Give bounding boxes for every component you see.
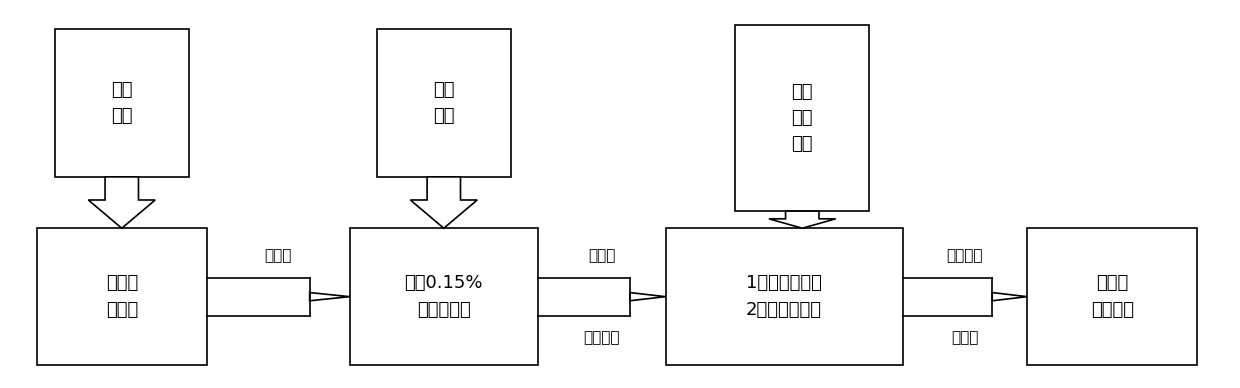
Bar xyxy=(350,228,538,365)
Bar xyxy=(55,29,188,177)
Polygon shape xyxy=(88,177,155,228)
Bar xyxy=(735,25,869,211)
Bar xyxy=(37,228,207,365)
Text: 校准
专用: 校准 专用 xyxy=(433,81,455,125)
Polygon shape xyxy=(410,177,477,228)
Bar xyxy=(1027,228,1197,365)
Text: 保持
试车
状态: 保持 试车 状态 xyxy=(791,83,813,153)
Text: 压力
调节: 压力 调节 xyxy=(112,81,133,125)
Text: 推进剂
主容器: 推进剂 主容器 xyxy=(105,274,138,319)
Polygon shape xyxy=(310,293,350,301)
Text: 泵前管路: 泵前管路 xyxy=(946,248,983,263)
Text: 主管路: 主管路 xyxy=(588,248,615,263)
Bar xyxy=(666,228,903,365)
Text: 波纹管: 波纹管 xyxy=(951,330,978,345)
Polygon shape xyxy=(769,211,836,228)
Text: 冷调校准: 冷调校准 xyxy=(584,330,620,345)
Text: 推进剂
回收容器: 推进剂 回收容器 xyxy=(1091,274,1133,319)
Polygon shape xyxy=(992,293,1027,301)
Text: 精度0.15%
质量流量计: 精度0.15% 质量流量计 xyxy=(404,274,484,319)
Text: 主管路: 主管路 xyxy=(264,248,291,263)
Polygon shape xyxy=(630,293,666,301)
Bar xyxy=(377,29,511,177)
Text: 1号涡轮流量计
2号涡轮流量计: 1号涡轮流量计 2号涡轮流量计 xyxy=(746,274,822,319)
